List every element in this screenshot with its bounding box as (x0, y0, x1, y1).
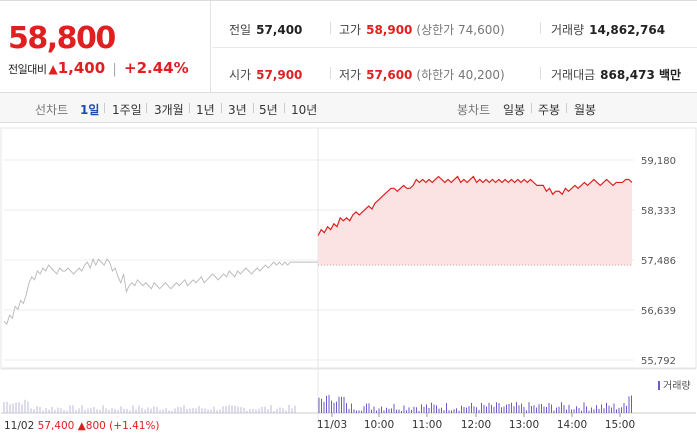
plot-frame (0, 127, 697, 369)
y-tick-label: 58,333 (641, 206, 676, 217)
tab-divider (221, 103, 222, 113)
x-tick-label: 14:00 (557, 419, 587, 431)
y-tick-label: 57,486 (641, 256, 676, 267)
x-tick-label: 10:00 (364, 419, 394, 431)
tab-1week[interactable]: 1주일 (112, 103, 142, 117)
tab-3months[interactable]: 3개월 (154, 103, 184, 117)
low-value: 57,600 (366, 68, 413, 82)
y-tick-label: 56,639 (641, 306, 676, 317)
divider (330, 22, 331, 34)
lower-limit: (하한가 40,200) (416, 68, 505, 82)
y-tick-label: 55,792 (641, 356, 676, 367)
tab-divider (253, 103, 254, 113)
prev-day-line (3, 257, 318, 326)
volume-legend-marker (658, 381, 660, 390)
tab-divider (284, 103, 285, 113)
volume-value: 14,862,764 (589, 23, 666, 37)
prev-day-info: 11/02 57,400 ▲800 (+1.41%) (4, 420, 160, 432)
x-tick-label: 13:00 (509, 419, 539, 431)
volume-legend-label: 거래량 (663, 381, 691, 392)
line-chart-heading: 선차트 (35, 103, 69, 117)
up-triangle-icon: ▲ (48, 62, 58, 76)
high-stat: 고가 58,900 (상한가 74,600) (339, 21, 505, 38)
price-summary: 58,800 전일대비 ▲1,400 | +2.44% 전일 57,400 고가 58… (0, 0, 697, 93)
summary-divider (212, 47, 697, 48)
prev-close-stat: 전일 57,400 (229, 21, 302, 38)
high-value: 58,900 (366, 23, 413, 37)
tab-daily-candle[interactable]: 일봉 (503, 103, 526, 117)
trade-value-value: 868,473 백만 (600, 68, 682, 82)
divider (330, 67, 331, 79)
x-tick-label: 11/03 (317, 419, 347, 431)
prev-day-up-icon: ▲ (77, 420, 86, 432)
x-tick-label: 11:00 (412, 419, 442, 431)
trade-value-stat: 거래대금 868,473 백만 (551, 66, 681, 83)
change-separator: | (112, 62, 117, 77)
change-label: 전일대비 (8, 63, 47, 76)
y-tick-label: 59,180 (641, 156, 676, 167)
tab-divider (189, 103, 190, 113)
change-percent: +2.44% (124, 59, 189, 77)
prev-day-percent: (+1.41%) (109, 420, 160, 432)
volume-legend: 거래량 (658, 377, 691, 392)
divider (540, 67, 541, 79)
prev-day-change: 800 (85, 420, 106, 432)
prev-close-label: 전일 (229, 23, 252, 37)
tab-1day[interactable]: 1일 (80, 103, 100, 117)
open-stat: 시가 57,900 (229, 66, 302, 83)
today-line (317, 175, 633, 236)
today-fill-area (318, 176, 632, 266)
price-chart[interactable]: 59,180 58,333 57,486 56,639 55,792 11/03 10:00… (0, 123, 697, 445)
tab-5years[interactable]: 5년 (259, 103, 278, 117)
volume-label: 거래량 (551, 23, 585, 37)
open-value: 57,900 (256, 68, 303, 82)
x-tick-label: 12:00 (461, 419, 491, 431)
tab-divider (146, 103, 147, 113)
low-label: 저가 (339, 68, 362, 82)
prev-day-price: 57,400 (37, 420, 75, 432)
tab-10years[interactable]: 10년 (291, 103, 318, 117)
tab-3years[interactable]: 3년 (228, 103, 247, 117)
divider (540, 22, 541, 34)
change-row: 전일대비 ▲1,400 | +2.44% (8, 59, 189, 77)
trade-value-label: 거래대금 (551, 68, 596, 82)
current-price: 58,800 (8, 21, 116, 56)
current-price-box: 58,800 전일대비 ▲1,400 | +2.44% (0, 1, 211, 93)
prev-day-date: 11/02 (4, 420, 35, 432)
tab-1year[interactable]: 1년 (196, 103, 215, 117)
prev-close-value: 57,400 (256, 23, 303, 37)
x-tick-label: 15:00 (605, 419, 635, 431)
chart-canvas: 59,180 58,333 57,486 56,639 55,792 11/03 10:00… (0, 127, 697, 431)
tab-weekly-candle[interactable]: 주봉 (538, 103, 561, 117)
candle-chart-heading: 봉차트 (457, 103, 491, 117)
chart-tabs: 선차트 1일 1주일 3개월 1년 3년 5년 10년 봉차트 일봉 주봉 월봉 (0, 93, 697, 123)
open-label: 시가 (229, 68, 252, 82)
change-value: 1,400 (57, 59, 106, 77)
low-stat: 저가 57,600 (하한가 40,200) (339, 66, 505, 83)
tab-divider (104, 103, 105, 113)
tab-monthly-candle[interactable]: 월봉 (574, 103, 597, 117)
volume-stat: 거래량 14,862,764 (551, 21, 665, 38)
tab-divider (566, 103, 567, 113)
tab-divider (531, 103, 532, 113)
upper-limit: (상한가 74,600) (416, 23, 505, 37)
high-label: 고가 (339, 23, 362, 37)
